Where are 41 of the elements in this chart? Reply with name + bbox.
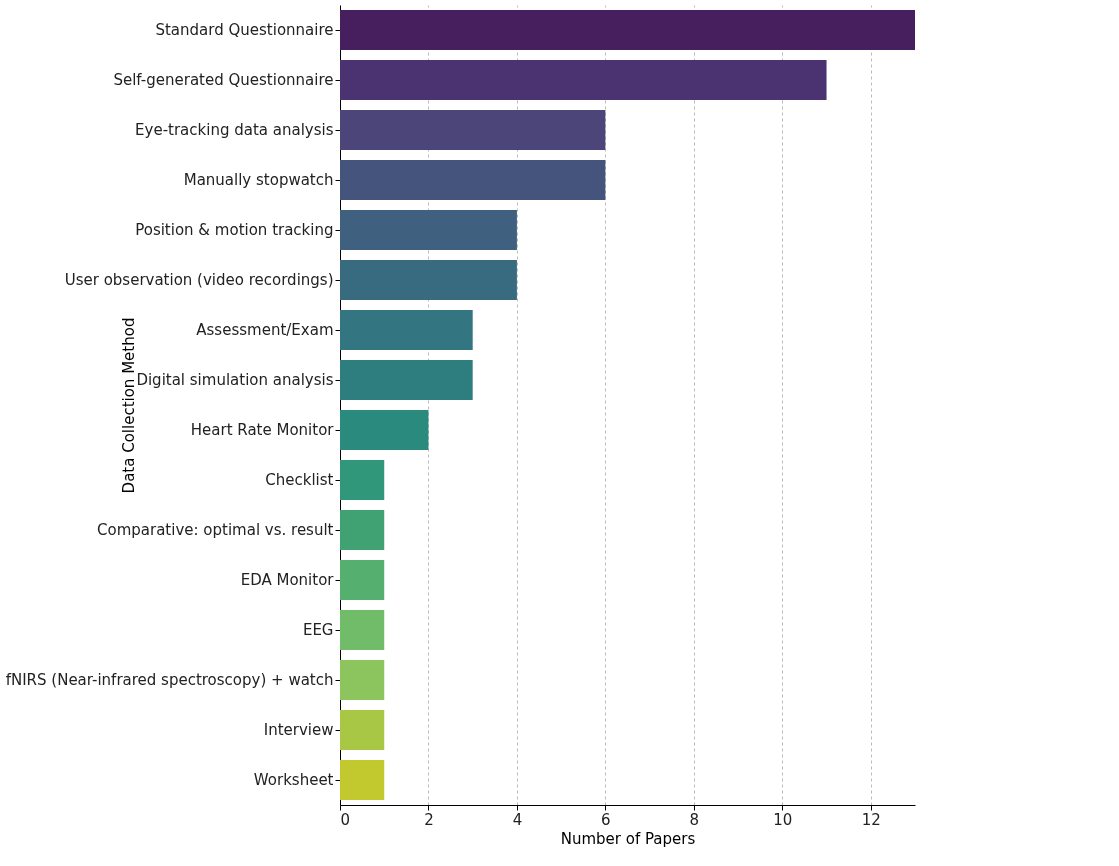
y-tick-label: EDA Monitor: [240, 571, 335, 589]
bar: [340, 310, 473, 350]
y-tick-label: Digital simulation analysis: [136, 371, 334, 389]
bar: [340, 460, 385, 500]
bar: [340, 760, 385, 800]
bar: [340, 560, 385, 600]
bar: [340, 10, 915, 50]
y-tick-label: Self-generated Questionnaire: [113, 71, 334, 89]
y-tick-label: Checklist: [265, 471, 334, 489]
y-tick-label: fNIRS (Near-infrared spectroscopy) + watch: [5, 671, 334, 689]
bar: [340, 660, 385, 700]
bar: [340, 60, 827, 100]
y-tick-label: Interview: [263, 721, 334, 739]
y-tick-label: Worksheet: [253, 771, 334, 789]
y-tick-label: Eye-tracking data analysis: [135, 121, 334, 139]
y-tick-label: User observation (video recordings): [64, 271, 334, 289]
bar: [340, 710, 385, 750]
x-tick-label: 4: [512, 810, 523, 829]
bar: [340, 510, 385, 550]
y-tick-label: Comparative: optimal vs. result: [97, 521, 334, 539]
x-tick-label: 2: [424, 810, 434, 829]
y-tick-label: Assessment/Exam: [196, 321, 334, 339]
x-tick-label: 12: [861, 810, 881, 829]
bar: [340, 260, 517, 300]
y-tick-label: Manually stopwatch: [183, 171, 334, 189]
y-axis-title: Data Collection Method: [119, 317, 138, 494]
x-axis-title: Number of Papers: [560, 829, 696, 848]
bar: [340, 160, 606, 200]
bar: [340, 410, 429, 450]
y-tick-label: Standard Questionnaire: [155, 21, 334, 39]
y-tick-label: Heart Rate Monitor: [190, 421, 335, 439]
x-tick-label: 10: [773, 810, 793, 829]
bar: [340, 110, 606, 150]
x-tick-label: 6: [601, 810, 611, 829]
bar: [340, 360, 473, 400]
y-tick-label: EEG: [302, 621, 334, 639]
y-tick-label: Position & motion tracking: [135, 221, 334, 239]
x-tick-label: 8: [689, 810, 700, 829]
bar: [340, 610, 385, 650]
bar: [340, 210, 517, 250]
x-tick-label: 0: [340, 810, 351, 829]
